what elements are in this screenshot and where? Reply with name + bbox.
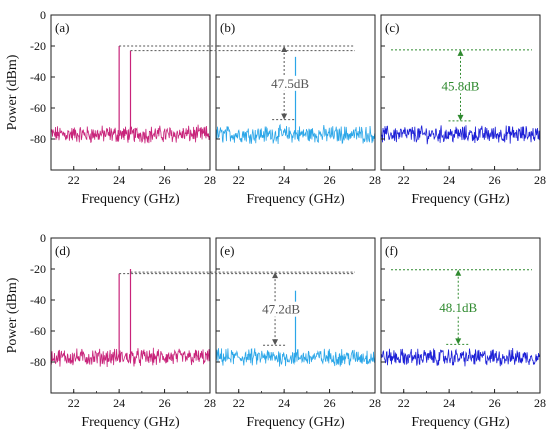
x-tick-label: 28 — [534, 396, 546, 410]
arrow-down — [281, 113, 288, 120]
y-tick-label: -60 — [30, 324, 46, 338]
plot-frame — [50, 14, 211, 171]
y-tick-label: -20 — [30, 39, 46, 53]
plot-frame — [215, 237, 376, 394]
y-tick-label: 0 — [40, 8, 46, 22]
x-tick-label: 28 — [369, 396, 381, 410]
y-tick-label: -20 — [30, 262, 46, 276]
x-tick-label: 26 — [159, 173, 171, 187]
x-tick-label: 24 — [443, 396, 455, 410]
plot-frame — [50, 237, 211, 394]
x-axis-title: Frequency (GHz) — [411, 415, 510, 430]
y-tick-label: -40 — [30, 293, 46, 307]
panel-b: 22 24 26 28 (b) Frequency (GHz) — [215, 14, 381, 207]
panel-label: (e) — [220, 243, 234, 258]
x-tick-label: 28 — [369, 173, 381, 187]
annotation-label: 48.1dB — [439, 300, 477, 315]
y-tick-label: 0 — [40, 231, 46, 245]
y-tick-label: -80 — [30, 355, 46, 369]
plot-frame — [215, 14, 376, 171]
arrow-up — [272, 272, 279, 279]
x-tick-label: 26 — [324, 396, 336, 410]
x-tick-label: 24 — [278, 173, 290, 187]
panel-e: 22 24 26 28 (e) Frequency (GHz) — [215, 237, 381, 430]
y-axis-title: Power (dBm) — [5, 277, 20, 353]
x-tick-label: 24 — [113, 173, 125, 187]
panel-label: (c) — [385, 20, 399, 35]
annotation-label: 45.8dB — [442, 78, 480, 93]
plot-frame — [380, 237, 541, 394]
x-tick-label: 26 — [324, 173, 336, 187]
panel-label: (b) — [220, 20, 235, 35]
arrow-up — [281, 46, 288, 52]
panel-d: 22 24 26 28 0 -20 -40 -60 -80 (d) Frequency (GHz) P… — [5, 231, 216, 430]
panel-f: 22 24 26 28 (f) Frequency (GHz) — [380, 237, 546, 430]
y-tick-label: -40 — [30, 70, 46, 84]
x-tick-label: 26 — [159, 396, 171, 410]
arrow-down — [457, 114, 464, 121]
x-axis-title: Frequency (GHz) — [411, 192, 510, 207]
noise-trace — [50, 347, 211, 368]
x-tick-label: 22 — [398, 173, 410, 187]
x-tick-label: 22 — [233, 173, 245, 187]
y-tick-label: -80 — [30, 132, 46, 146]
noise-trace — [380, 347, 541, 367]
x-tick-label: 28 — [534, 173, 546, 187]
y-tick-label: -60 — [30, 101, 46, 115]
panel-label: (f) — [385, 243, 398, 258]
panel-c: 22 24 26 28 (c) Frequency (GHz) — [380, 14, 546, 207]
x-axis-title: Frequency (GHz) — [246, 415, 345, 430]
panel-label: (d) — [55, 243, 70, 258]
annotation-b: 47.5dB — [119, 45, 355, 121]
arrow-up — [457, 49, 464, 56]
plot-frame — [380, 14, 541, 171]
arrow-up — [455, 269, 462, 276]
x-tick-label: 22 — [398, 396, 410, 410]
annotation-label-bg — [440, 78, 481, 94]
x-tick-label: 22 — [68, 396, 80, 410]
y-axis-title: Power (dBm) — [5, 54, 20, 130]
annotation-label-bg — [261, 301, 302, 317]
x-axis-title: Frequency (GHz) — [246, 192, 345, 207]
annotation-c: 45.8dB — [391, 49, 532, 122]
annotation-label-bg — [270, 75, 311, 91]
x-tick-label: 22 — [68, 173, 80, 187]
x-tick-label: 24 — [113, 396, 125, 410]
panel-label: (a) — [55, 20, 69, 35]
x-axis-title: Frequency (GHz) — [81, 415, 180, 430]
x-tick-label: 26 — [489, 173, 501, 187]
annotation-label: 47.5dB — [271, 76, 309, 91]
noise-trace — [380, 125, 541, 145]
x-axis-title: Frequency (GHz) — [81, 192, 180, 207]
arrow-down — [455, 338, 462, 345]
x-tick-label: 28 — [204, 396, 216, 410]
x-tick-label: 28 — [204, 173, 216, 187]
panel-a: 22 24 26 28 0 -20 -40 -60 -80 (a) Frequency (GHz) P… — [5, 8, 216, 207]
x-tick-label: 24 — [443, 173, 455, 187]
arrow-down — [272, 339, 279, 346]
annotation-label-bg — [438, 300, 479, 316]
annotation-f: 48.1dB — [391, 269, 532, 345]
x-tick-label: 24 — [278, 396, 290, 410]
x-tick-label: 26 — [489, 396, 501, 410]
annotation-label: 47.2dB — [262, 302, 300, 317]
annotation-e: 47.2dB — [119, 271, 355, 346]
x-tick-label: 22 — [233, 396, 245, 410]
